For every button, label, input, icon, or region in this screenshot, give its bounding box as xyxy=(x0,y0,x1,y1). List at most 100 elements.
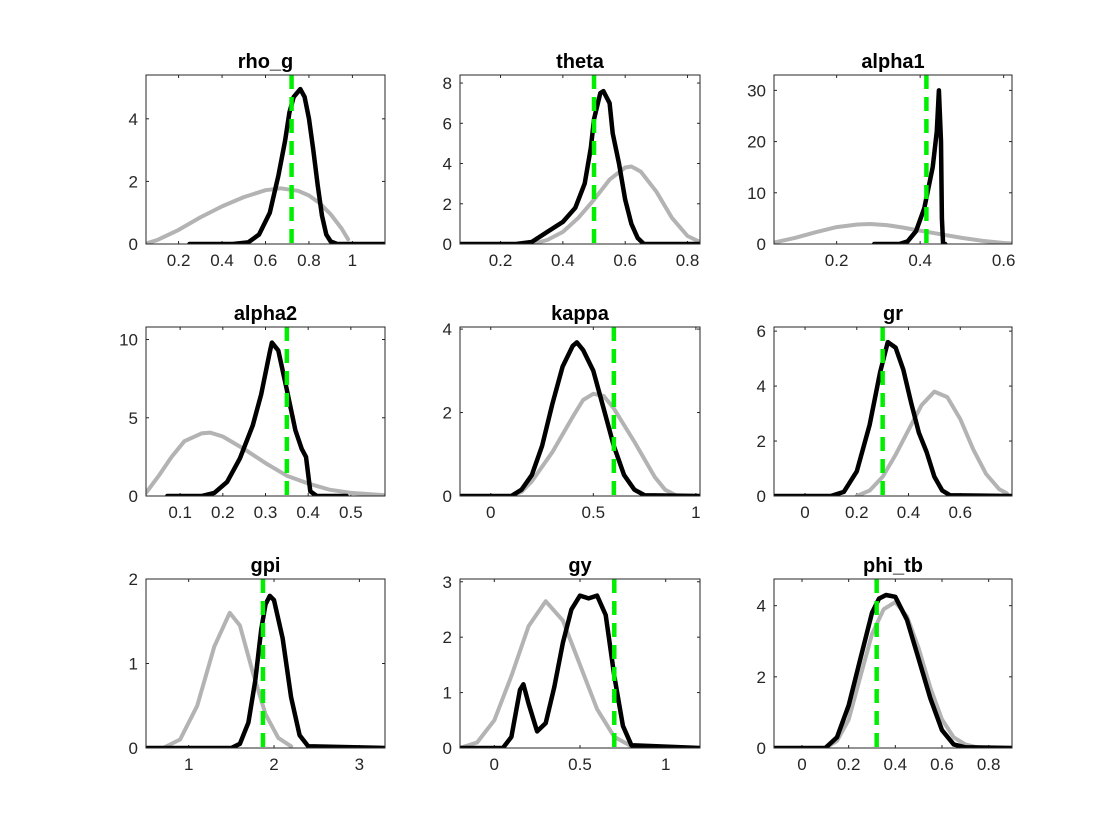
posterior-density-line xyxy=(774,339,1012,496)
posterior-density-line xyxy=(774,592,1012,748)
posterior-density-line xyxy=(460,340,700,496)
x-tick-label: 0.8 xyxy=(297,251,321,270)
y-tick-label: 4 xyxy=(443,320,452,339)
y-tick-label: 4 xyxy=(757,377,766,396)
y-tick-label: 4 xyxy=(443,155,452,174)
prior-density-line xyxy=(146,430,385,496)
plot-lines xyxy=(774,579,1012,748)
y-tick-label: 2 xyxy=(443,404,452,423)
y-tick-label: 4 xyxy=(129,110,138,129)
plot-lines xyxy=(460,75,700,244)
x-tick-label: 0 xyxy=(797,755,806,774)
posterior-density-line xyxy=(460,88,700,244)
x-tick-label: 0.6 xyxy=(254,251,278,270)
x-tick-label: 0.4 xyxy=(551,251,575,270)
subplot-phi_tb: phi_tb 0 0.2 0.4 0.6 0.8 0 2 4 xyxy=(757,555,1013,774)
subplot-theta: theta 0.2 0.4 0.6 0.8 0 2 4 6 8 xyxy=(443,51,701,270)
x-tick-label: 0 xyxy=(490,755,499,774)
x-tick-label: 0.5 xyxy=(339,503,363,522)
x-tick-label: 3 xyxy=(355,755,364,774)
y-tick-label: 2 xyxy=(129,172,138,191)
subplot-title: phi_tb xyxy=(863,555,923,577)
y-tick-label: 0 xyxy=(129,235,138,254)
posterior-density-line xyxy=(871,88,948,244)
axes-box xyxy=(459,74,701,245)
y-tick-label: 0 xyxy=(757,487,766,506)
y-tick-label: 10 xyxy=(747,184,766,203)
prior-density-line xyxy=(774,222,1012,244)
x-tick-label: 0.1 xyxy=(168,503,192,522)
y-tick-label: 0 xyxy=(757,739,766,758)
prior-density-line xyxy=(854,389,1009,496)
plot-area xyxy=(774,579,1012,748)
subplot-title: alpha1 xyxy=(861,51,924,73)
x-tick-label: 0 xyxy=(486,503,495,522)
plot-lines xyxy=(146,579,385,748)
y-tick-label: 1 xyxy=(443,684,452,703)
subplot-title: gy xyxy=(568,555,592,577)
axes-box xyxy=(459,326,701,497)
y-tick-label: 10 xyxy=(119,331,138,350)
x-tick-label: 1 xyxy=(661,755,670,774)
plot-lines xyxy=(146,75,385,244)
y-tick-label: 8 xyxy=(443,74,452,93)
plot-area xyxy=(774,327,1012,496)
axes-box xyxy=(459,578,701,749)
subplot-gr: gr 0 0.2 0.4 0.6 0 2 4 6 xyxy=(757,303,1013,522)
x-tick-label: 1 xyxy=(184,755,193,774)
subplot-rho_g: rho_g 0.2 0.4 0.6 0.8 1 0 2 4 xyxy=(129,51,386,270)
x-tick-label: 0 xyxy=(800,503,809,522)
x-tick-label: 0.4 xyxy=(884,755,908,774)
y-tick-label: 3 xyxy=(443,573,452,592)
subplot-title: theta xyxy=(556,51,605,73)
x-tick-label: 0.2 xyxy=(837,755,861,774)
y-tick-label: 20 xyxy=(747,133,766,152)
x-tick-label: 0.2 xyxy=(167,251,191,270)
x-tick-label: 0.2 xyxy=(845,503,869,522)
axes-box xyxy=(145,578,386,749)
y-tick-label: 0 xyxy=(757,235,766,254)
axes-box xyxy=(145,74,386,245)
y-tick-label: 30 xyxy=(747,81,766,100)
x-tick-label: 0.5 xyxy=(568,755,592,774)
x-tick-label: 0.6 xyxy=(613,251,637,270)
y-tick-label: 0 xyxy=(443,487,452,506)
y-tick-label: 0 xyxy=(129,487,138,506)
x-tick-label: 0.4 xyxy=(210,251,234,270)
x-tick-label: 0.8 xyxy=(676,251,700,270)
subplot-title: gr xyxy=(883,303,903,325)
subplot-title: alpha2 xyxy=(234,303,297,325)
x-tick-label: 1 xyxy=(348,251,357,270)
axes-box xyxy=(773,578,1013,749)
plot-lines xyxy=(774,75,1012,244)
axes-box xyxy=(773,326,1013,497)
plot-area xyxy=(774,75,1012,244)
x-tick-label: 0.6 xyxy=(992,251,1016,270)
x-tick-label: 0.4 xyxy=(908,251,932,270)
plot-area xyxy=(146,327,385,496)
x-tick-label: 0.4 xyxy=(296,503,320,522)
x-tick-label: 0.6 xyxy=(930,755,954,774)
posterior-density-line xyxy=(187,86,385,244)
y-tick-label: 2 xyxy=(443,195,452,214)
y-tick-label: 0 xyxy=(443,739,452,758)
x-tick-label: 0.2 xyxy=(825,251,849,270)
x-tick-label: 2 xyxy=(269,755,278,774)
y-tick-label: 2 xyxy=(129,570,138,589)
plot-lines xyxy=(146,327,385,496)
posterior-density-line xyxy=(146,593,385,748)
plot-lines xyxy=(460,327,700,496)
prior-density-line xyxy=(529,164,700,244)
axes-box xyxy=(773,74,1013,245)
y-tick-label: 0 xyxy=(443,235,452,254)
subplot-kappa: kappa 0 0.5 1 0 2 4 xyxy=(443,303,701,522)
x-tick-label: 0.8 xyxy=(977,755,1001,774)
y-tick-label: 2 xyxy=(443,628,452,647)
plot-area xyxy=(146,75,385,244)
x-tick-label: 1 xyxy=(691,503,700,522)
subplot-alpha1: alpha1 0.2 0.4 0.6 0 10 20 30 xyxy=(747,51,1015,270)
plot-lines xyxy=(774,327,1012,496)
x-tick-label: 0.5 xyxy=(582,503,606,522)
prior-density-line xyxy=(460,599,634,748)
